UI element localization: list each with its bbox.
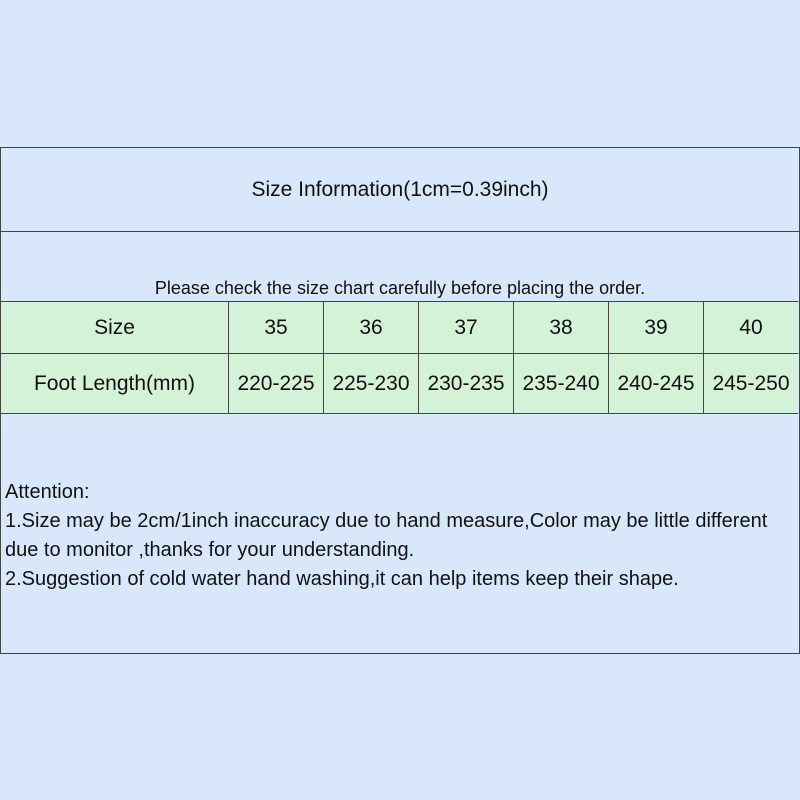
attention-line: 1.Size may be 2cm/1inch inaccuracy due t… <box>5 510 768 561</box>
size-cell: 39 <box>608 301 704 354</box>
length-cell: 220-225 <box>228 353 324 414</box>
length-cell: 245-250 <box>703 353 798 414</box>
chart-title: Size Information(1cm=0.39inch) <box>1 148 799 232</box>
size-cell: 36 <box>323 301 419 354</box>
attention-heading: Attention: <box>5 481 90 503</box>
header-label: Size <box>1 301 229 354</box>
length-cell: 235-240 <box>513 353 609 414</box>
attention-section: Attention: 1.Size may be 2cm/1inch inacc… <box>5 478 799 594</box>
size-cell: 35 <box>228 301 324 354</box>
size-cell: 38 <box>513 301 609 354</box>
size-cell: 37 <box>418 301 514 354</box>
table-row-foot-length: Foot Length(mm) 220-225 225-230 230-235 … <box>1 353 798 414</box>
length-cell: 240-245 <box>608 353 704 414</box>
length-cell: 225-230 <box>323 353 419 414</box>
order-note: Please check the size chart carefully be… <box>154 278 646 298</box>
length-cell: 230-235 <box>418 353 514 414</box>
row-label: Foot Length(mm) <box>1 353 229 414</box>
attention-line: 2.Suggestion of cold water hand washing,… <box>5 568 679 590</box>
size-table: Size 35 36 37 38 39 40 Foot Length(mm) 2… <box>1 301 798 414</box>
size-cell: 40 <box>703 301 798 354</box>
table-row-size: Size 35 36 37 38 39 40 <box>1 301 798 354</box>
size-chart: Size Information(1cm=0.39inch) Please ch… <box>0 147 800 654</box>
